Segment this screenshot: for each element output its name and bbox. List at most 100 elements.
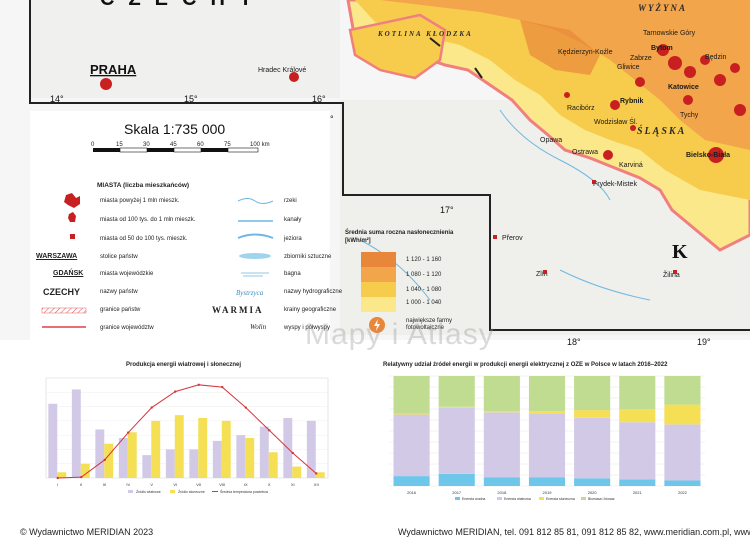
city-item-1: miasta powyżej 1 mln mieszk. <box>100 198 180 204</box>
chart1-point-temperature <box>56 476 59 480</box>
sample-czechy: CZECHY <box>43 287 81 297</box>
region-text: krainy geograficzne <box>284 307 337 313</box>
cities-header: MIASTA (liczba mieszkańców) <box>97 182 190 189</box>
chart2-legend-label: Biomasa i biogaz <box>588 497 615 500</box>
solar-swatch-2 <box>361 267 396 282</box>
chart1-bar-solar <box>151 420 161 478</box>
chart1-legend-swatch <box>128 490 133 493</box>
city-tychy: Tychy <box>680 112 699 119</box>
chart2-legend-swatch <box>581 497 586 500</box>
chart1-bar-solar <box>104 443 114 478</box>
chart2-legend-label: Energia wodna <box>462 497 485 500</box>
chart2-x-tick: 2020 <box>588 490 598 495</box>
hydro-text: nazwy hydrograficzne <box>284 289 343 295</box>
chart2-bar-segment <box>393 413 430 415</box>
city-rybnik: Rybnik <box>620 98 643 105</box>
chart1-point-temperature <box>174 390 177 393</box>
kotlina-klodzka-area <box>348 13 447 80</box>
solar-class-1: 1 120 - 1 160 <box>406 257 442 263</box>
chart1-bar-solar <box>198 418 208 478</box>
chart1-bar-wind <box>236 435 246 478</box>
chart1-x-tick: VI <box>173 482 177 487</box>
chart2-bar-segment <box>574 478 611 486</box>
city-prerov: Přerov <box>502 235 523 242</box>
water-item-3: jeziora <box>284 236 302 242</box>
scale-tick-30: 30 <box>143 142 150 148</box>
chart1-legend-label: Średnia temperatura powietrza <box>220 489 268 494</box>
border-item-1: granice państw <box>100 307 141 313</box>
scale-tick-0: 0 <box>91 142 95 148</box>
chart1-bar-solar <box>292 466 302 478</box>
chart2-x-tick: 2021 <box>633 490 643 495</box>
water-item-1: rzeki <box>284 198 297 204</box>
city-bedzin: Będzin <box>705 54 727 61</box>
chart2-bar-segment <box>619 409 656 423</box>
chart1-bar-wind <box>71 389 81 478</box>
chart1-bar-wind <box>142 455 152 478</box>
chart2-title: Relatywny udział źródeł energii w produk… <box>383 362 668 368</box>
scale-tick-60: 60 <box>197 142 204 148</box>
region-k: K <box>672 241 688 263</box>
label-item-2: miasta wojewódzkie <box>100 271 154 277</box>
chart1-x-tick: XII <box>314 482 319 487</box>
chart1-bar-wind <box>48 403 58 478</box>
chart1-x-tick: I <box>57 482 58 487</box>
chart1-bar-solar <box>245 438 255 478</box>
chart1-x-tick: V <box>150 482 153 487</box>
city-symbols <box>64 193 80 239</box>
solar-farm-text: największe farmy fotowoltaiczne <box>406 318 453 331</box>
solar-swatch-4 <box>361 297 396 312</box>
chart1-point-temperature <box>221 385 224 389</box>
scale-tick-100: 100 km <box>250 142 270 148</box>
coord-15: 15° <box>184 94 198 104</box>
chart2-bar-segment <box>393 414 430 477</box>
scale-tick-75: 75 <box>224 142 231 148</box>
chart2-bar-segment <box>393 376 430 414</box>
label-item-1: stolice państw <box>100 254 138 260</box>
city-katowice: Katowice <box>668 84 699 91</box>
scale-title: Skala 1:735 000 <box>124 121 226 137</box>
city-zabrze: Zabrze <box>630 55 652 62</box>
chart1-x-tick: X <box>268 482 271 487</box>
label-item-3: nazwy państw <box>100 289 138 295</box>
chart2-bar-segment <box>619 479 656 486</box>
panel-borders <box>29 0 750 331</box>
chart1-x-tick: II <box>80 482 82 487</box>
chart1-legend-label: Źródło wiatrowe <box>136 489 161 494</box>
region-wyzyna: WYŻYNA <box>638 3 687 13</box>
chart2-bar-segment <box>483 376 520 412</box>
chart2-x-tick: 2017 <box>452 490 462 495</box>
chart2-x-tick: 2016 <box>407 490 417 495</box>
chart2-bar-segment <box>528 376 566 412</box>
chart2-bar-segment <box>664 480 701 486</box>
chart2-bar-segment <box>619 422 656 480</box>
scale-tick-45: 45 <box>170 142 177 148</box>
chart2-legend-swatch <box>539 497 544 500</box>
city-raciborz: Racibórz <box>567 105 595 112</box>
chart1-bar-wind <box>95 429 105 478</box>
solar-swatch-1 <box>361 252 396 267</box>
coord-18: 18° <box>567 337 581 347</box>
border-symbols <box>41 307 87 328</box>
chart2-bar-segment <box>438 407 475 474</box>
solar-zone-1080 <box>380 0 750 150</box>
chart1-bar-solar <box>80 463 90 478</box>
chart1-bar-wind <box>189 449 199 478</box>
city-frydek: Frydek-Mistek <box>593 181 637 188</box>
chart1-point-temperature <box>244 406 247 409</box>
city-kedzierzyn: Kędzierzyn-Koźle <box>558 49 613 56</box>
chart2-bar-segment <box>528 411 566 414</box>
chart2-bar-segment <box>483 411 520 413</box>
city-bielsko: Bielsko-Biała <box>686 152 730 159</box>
chart1-bar-wind <box>306 420 316 478</box>
solar-class-4: 1 000 - 1 040 <box>406 300 442 306</box>
city-opawa: Opawa <box>540 137 562 144</box>
coord-16: 16° <box>312 94 326 104</box>
chart1-point-temperature <box>197 383 200 387</box>
coord-19: 19° <box>697 337 711 347</box>
chart2-bar-segment <box>438 473 475 486</box>
chart2-bar-segment <box>664 376 701 405</box>
chart1-bar-solar <box>174 415 184 478</box>
chart1-bar-wind <box>165 449 175 478</box>
city-gliwice: Gliwice <box>617 64 640 71</box>
